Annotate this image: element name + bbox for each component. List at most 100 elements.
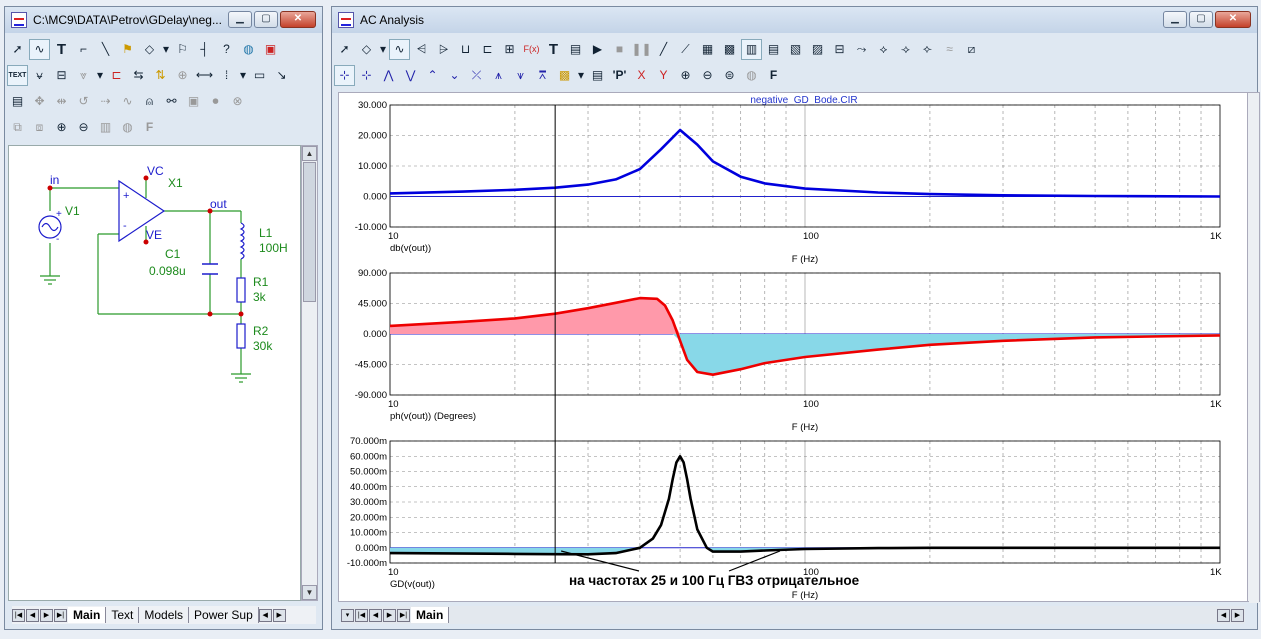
function-icon[interactable]: F(x): [523, 44, 540, 54]
rotate-left-icon[interactable]: ↺: [78, 94, 89, 108]
binoculars-icon[interactable]: ⚯: [166, 94, 177, 108]
tab-models[interactable]: Models: [139, 607, 190, 623]
mirror-icon[interactable]: ⇅: [155, 68, 166, 82]
probe-icon[interactable]: ⊏: [111, 68, 122, 82]
animate-icon[interactable]: ⧄: [967, 41, 976, 56]
schematic-vscrollbar[interactable]: ▲ ▼: [301, 145, 318, 601]
tab-scroll-left-icon[interactable]: ◀: [258, 608, 272, 622]
zoom-in-icon[interactable]: ⊕: [56, 120, 67, 134]
close-button[interactable]: ✕: [1215, 11, 1251, 28]
run-icon[interactable]: ▶: [592, 42, 603, 56]
zoom-out-icon[interactable]: ⊖: [78, 120, 89, 134]
text-toggle-icon[interactable]: TEXT: [7, 64, 28, 86]
scroll-down-icon[interactable]: ▼: [302, 585, 317, 600]
font-icon[interactable]: F: [769, 68, 778, 82]
window-icon[interactable]: ▭: [253, 68, 266, 82]
tab-main[interactable]: Main: [411, 607, 450, 623]
tab-text[interactable]: Text: [106, 607, 140, 623]
separate-plots-icon[interactable]: ⊟: [834, 42, 845, 56]
palette-icon[interactable]: ▩: [558, 68, 571, 82]
valley-icon[interactable]: ⋁: [405, 68, 416, 82]
cursor-high-icon[interactable]: ⟣: [923, 41, 932, 56]
point-tag-icon[interactable]: ⩥: [438, 41, 449, 56]
globe-icon[interactable]: ◍: [243, 42, 254, 56]
flag-icon[interactable]: ⚑: [122, 42, 133, 56]
plot-area[interactable]: negative_GD_Bode.CIR 30.000 20.000 10.000 0…: [338, 92, 1248, 602]
x-axis-icon[interactable]: X: [637, 68, 646, 82]
schematic-canvas[interactable]: + - - + in VC X1 V1 VE out L1 100H C1 0: [8, 145, 301, 601]
last-tab-icon[interactable]: ▶|: [397, 608, 410, 622]
text-icon[interactable]: T: [548, 40, 559, 58]
node-numbers-icon[interactable]: ⍱: [35, 67, 44, 82]
global-low-icon[interactable]: ⩛: [517, 67, 524, 82]
peak-icon[interactable]: ⋀: [383, 68, 394, 82]
zoom-out-icon[interactable]: ⊖: [702, 68, 713, 82]
tab-scroll-right-icon[interactable]: ▶: [272, 608, 286, 622]
cancel-icon[interactable]: ⊗: [232, 94, 243, 108]
plot-vscrollbar[interactable]: [1248, 92, 1260, 603]
flag-outline-icon[interactable]: ⚐: [177, 42, 188, 56]
cursor-right-icon[interactable]: ⊹: [361, 68, 372, 82]
schematic-titlebar[interactable]: C:\MC9\DATA\Petrov\GDelay\neg... ▁ ▢ ✕: [5, 7, 322, 33]
next-tab-icon[interactable]: ▶: [40, 608, 53, 622]
dropdown-icon[interactable]: ▾: [379, 42, 387, 56]
pause-icon[interactable]: ❚❚: [631, 42, 652, 56]
next-tab-icon[interactable]: ▶: [383, 608, 396, 622]
stop-icon[interactable]: ⏺: [212, 93, 219, 108]
scroll-left-icon[interactable]: ◀: [1217, 608, 1230, 622]
cursor-left-icon[interactable]: ⊹: [334, 64, 355, 86]
wave-icon[interactable]: ∿: [122, 94, 133, 108]
global-high-icon[interactable]: ⩚: [495, 67, 502, 82]
diagonal-wire-icon[interactable]: ╲: [101, 42, 110, 56]
performance-tag-icon[interactable]: ⊞: [504, 42, 515, 56]
wire-mode-icon[interactable]: ⌐: [79, 42, 87, 56]
grid-2-icon[interactable]: ▩: [723, 42, 736, 56]
zoom-in-icon[interactable]: ⊕: [680, 68, 691, 82]
color-icon[interactable]: ◍: [122, 120, 133, 134]
grid-3-icon[interactable]: ▥: [741, 38, 762, 60]
step-icon[interactable]: ⇢: [100, 94, 111, 108]
ac-analysis-titlebar[interactable]: AC Analysis ▁ ▢ ✕: [332, 7, 1257, 33]
select-arrow-icon[interactable]: ➚: [339, 42, 350, 56]
scale-mode-icon[interactable]: ∿: [389, 38, 410, 60]
color-icon[interactable]: ◍: [746, 68, 757, 82]
grid-6-icon[interactable]: ▨: [811, 42, 824, 56]
last-tab-icon[interactable]: ▶|: [54, 608, 67, 622]
pin-markers-icon[interactable]: ⊟: [56, 68, 67, 82]
inflection-icon[interactable]: ⤫: [471, 67, 482, 82]
prev-tab-icon[interactable]: ◀: [369, 608, 382, 622]
flip-icon[interactable]: ⇆: [133, 68, 144, 82]
vertical-tag-icon[interactable]: ⊏: [482, 42, 493, 56]
cursor-peak-icon[interactable]: ⟡: [879, 41, 888, 56]
dropdown-icon[interactable]: ▾: [96, 68, 104, 82]
numeric-output-icon[interactable]: ▤: [591, 68, 604, 82]
linear-scale-icon[interactable]: ╱: [659, 42, 668, 56]
scroll-right-icon[interactable]: ▶: [1231, 608, 1244, 622]
p-key-icon[interactable]: 'P': [612, 68, 627, 82]
move-icon[interactable]: ✥: [34, 94, 45, 108]
font-icon[interactable]: F: [145, 120, 154, 134]
minimize-button[interactable]: ▁: [1163, 11, 1187, 28]
print-icon[interactable]: ▥: [99, 120, 112, 134]
grid-1-icon[interactable]: ▦: [701, 42, 714, 56]
top-icon[interactable]: ⩞: [538, 67, 547, 82]
maximize-button[interactable]: ▢: [1189, 11, 1213, 28]
tab-main[interactable]: Main: [68, 607, 107, 623]
ungroup-icon[interactable]: ⧈: [35, 119, 44, 134]
properties-icon[interactable]: ▤: [11, 94, 24, 108]
dropdown-icon[interactable]: ▾: [341, 608, 354, 622]
info-icon[interactable]: ▣: [187, 94, 200, 108]
pin-icon[interactable]: ┤: [200, 42, 209, 56]
horizontal-tag-icon[interactable]: ⊔: [460, 42, 471, 56]
line-icon[interactable]: ⟷: [195, 68, 214, 82]
grid-5-icon[interactable]: ▧: [789, 42, 802, 56]
close-button[interactable]: ✕: [280, 11, 316, 28]
group-icon[interactable]: ⧉: [13, 119, 22, 134]
log-scale-icon[interactable]: ⟋: [681, 41, 690, 56]
low-icon[interactable]: ⌄: [449, 68, 460, 82]
shape-icon[interactable]: ◇: [144, 42, 155, 56]
waveform-icon[interactable]: ≈: [946, 42, 953, 56]
data-points-icon[interactable]: ⤳: [856, 41, 867, 56]
properties-icon[interactable]: ▤: [569, 42, 582, 56]
first-tab-icon[interactable]: |◀: [12, 608, 25, 622]
